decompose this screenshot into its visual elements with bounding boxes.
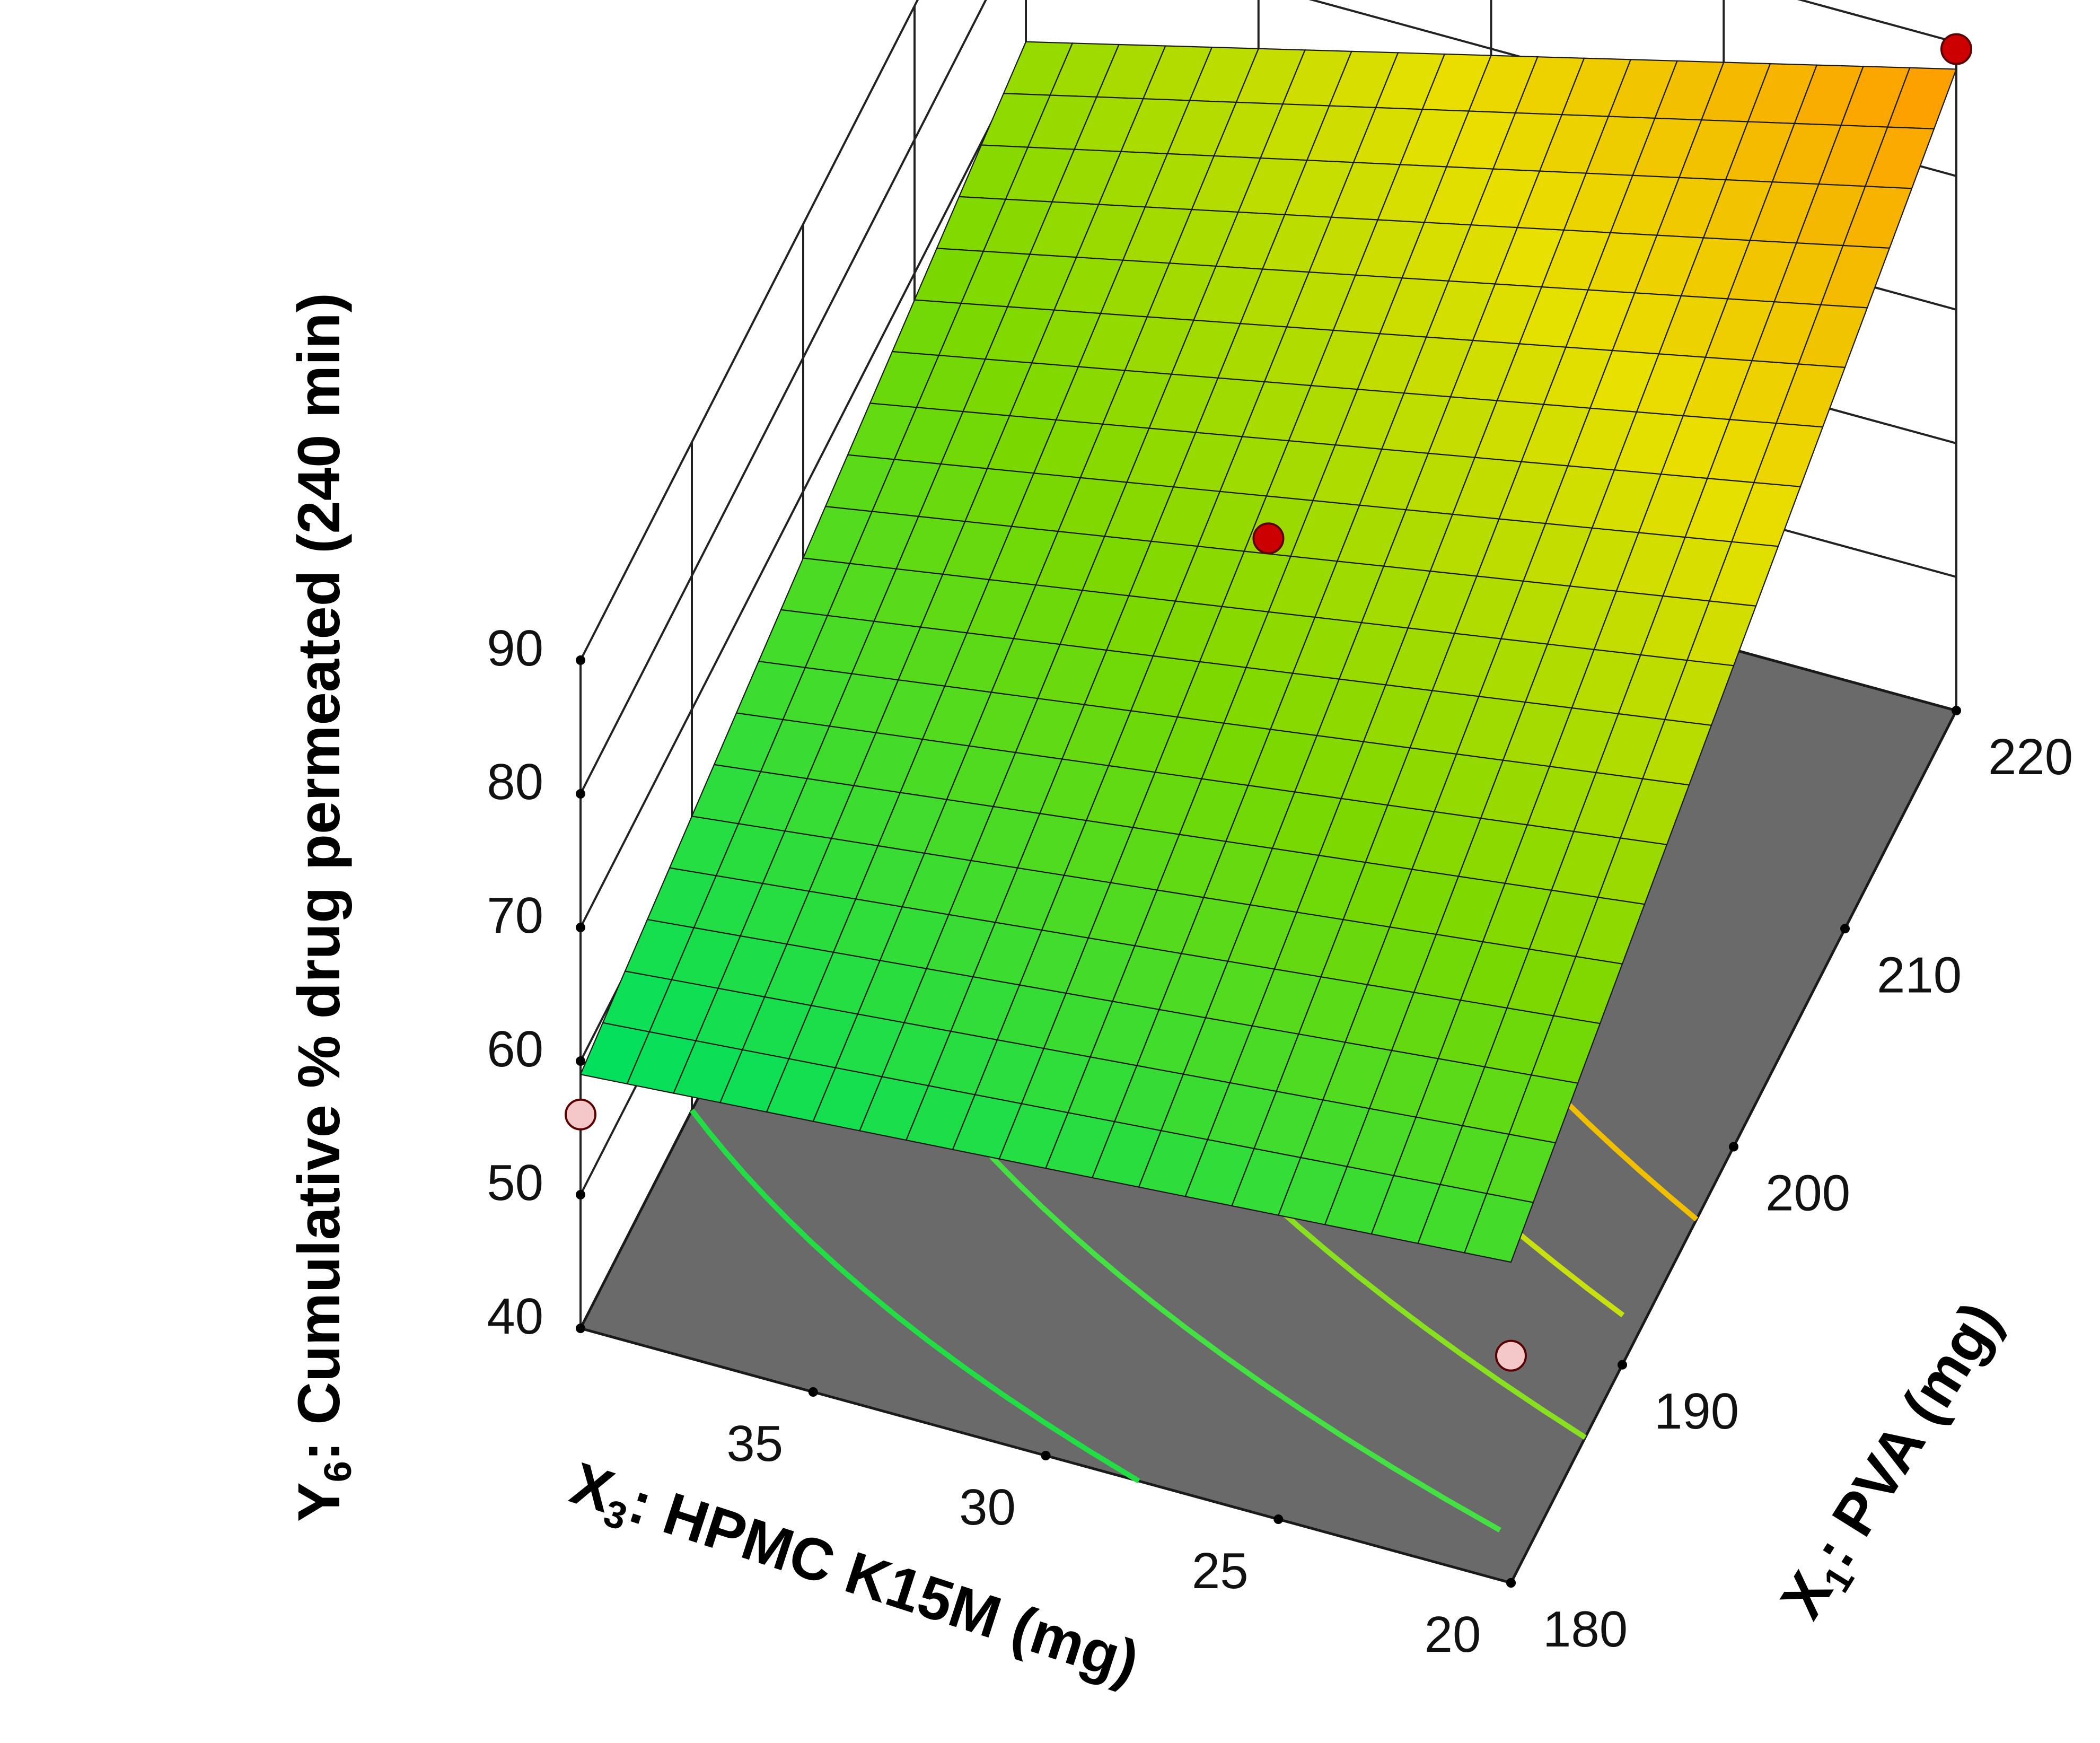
x-tick-mark xyxy=(1041,1451,1051,1460)
response-surface xyxy=(579,41,1957,1263)
z-tick-mark xyxy=(576,1190,585,1199)
x-axis-title-rest: : HPMC K15M (mg) xyxy=(621,1468,1147,1695)
y-tick-mark xyxy=(1618,1360,1627,1370)
y-tick-label: 220 xyxy=(1988,729,2073,785)
z-tick-label: 40 xyxy=(487,1288,543,1345)
y-axis-title-rest: : PVA (mg) xyxy=(1800,1291,2014,1578)
z-axis-title-main: Y xyxy=(286,1482,352,1522)
z-tick-label: 70 xyxy=(487,887,543,944)
contour-line xyxy=(690,1108,1140,1484)
x-tick-mark xyxy=(808,1387,818,1397)
z-tick-label: 60 xyxy=(487,1021,543,1078)
y-tick-mark xyxy=(1952,706,1961,715)
x-tick-label: 30 xyxy=(959,1479,1016,1536)
design-point xyxy=(565,1098,596,1131)
z-axis-title: Y6: Cumulative % drug permeated (240 min… xyxy=(286,293,359,1522)
z-axis-title-rest: : Cumulative % drug permeated (240 min) xyxy=(286,293,352,1461)
design-point xyxy=(1495,1339,1527,1372)
z-tick-label: 90 xyxy=(487,620,543,677)
z-tick-label: 50 xyxy=(487,1154,543,1211)
x-tick-label: 35 xyxy=(726,1415,783,1472)
y-tick-label: 190 xyxy=(1654,1383,1739,1440)
x-axis-title: X3: HPMC K15M (mg) xyxy=(561,1450,1147,1703)
design-points-above xyxy=(1252,33,1972,555)
y-tick-mark xyxy=(1840,924,1850,934)
design-points-below xyxy=(565,1098,1527,1372)
y-tick-label: 180 xyxy=(1543,1601,1628,1658)
z-tick-mark xyxy=(576,923,585,932)
x-tick-label: 25 xyxy=(1192,1543,1249,1599)
y-tick-label: 210 xyxy=(1877,947,1962,1003)
x-tick-label: 20 xyxy=(1425,1606,1481,1663)
design-point xyxy=(1940,33,1972,65)
surface-cell xyxy=(1463,1193,1534,1263)
y-tick-label: 200 xyxy=(1765,1165,1850,1222)
z-tick-mark xyxy=(576,655,585,665)
z-tick-mark xyxy=(576,1056,585,1066)
design-point xyxy=(1252,522,1285,555)
y-tick-mark xyxy=(1729,1142,1738,1152)
z-axis-title-sub: 6 xyxy=(317,1461,359,1482)
axis-ticks: 40 50 60 70 80 90 35 30 25 20 180 190 200 210 220 xyxy=(487,620,2073,1663)
z-tick-mark xyxy=(576,789,585,799)
z-tick-label: 80 xyxy=(487,754,543,810)
y-tick-mark xyxy=(1506,1578,1516,1588)
x-tick-mark xyxy=(1273,1514,1284,1524)
y-axis-title: X1: PVA (mg) xyxy=(1768,1291,2019,1633)
z-tick-mark xyxy=(576,1324,585,1333)
